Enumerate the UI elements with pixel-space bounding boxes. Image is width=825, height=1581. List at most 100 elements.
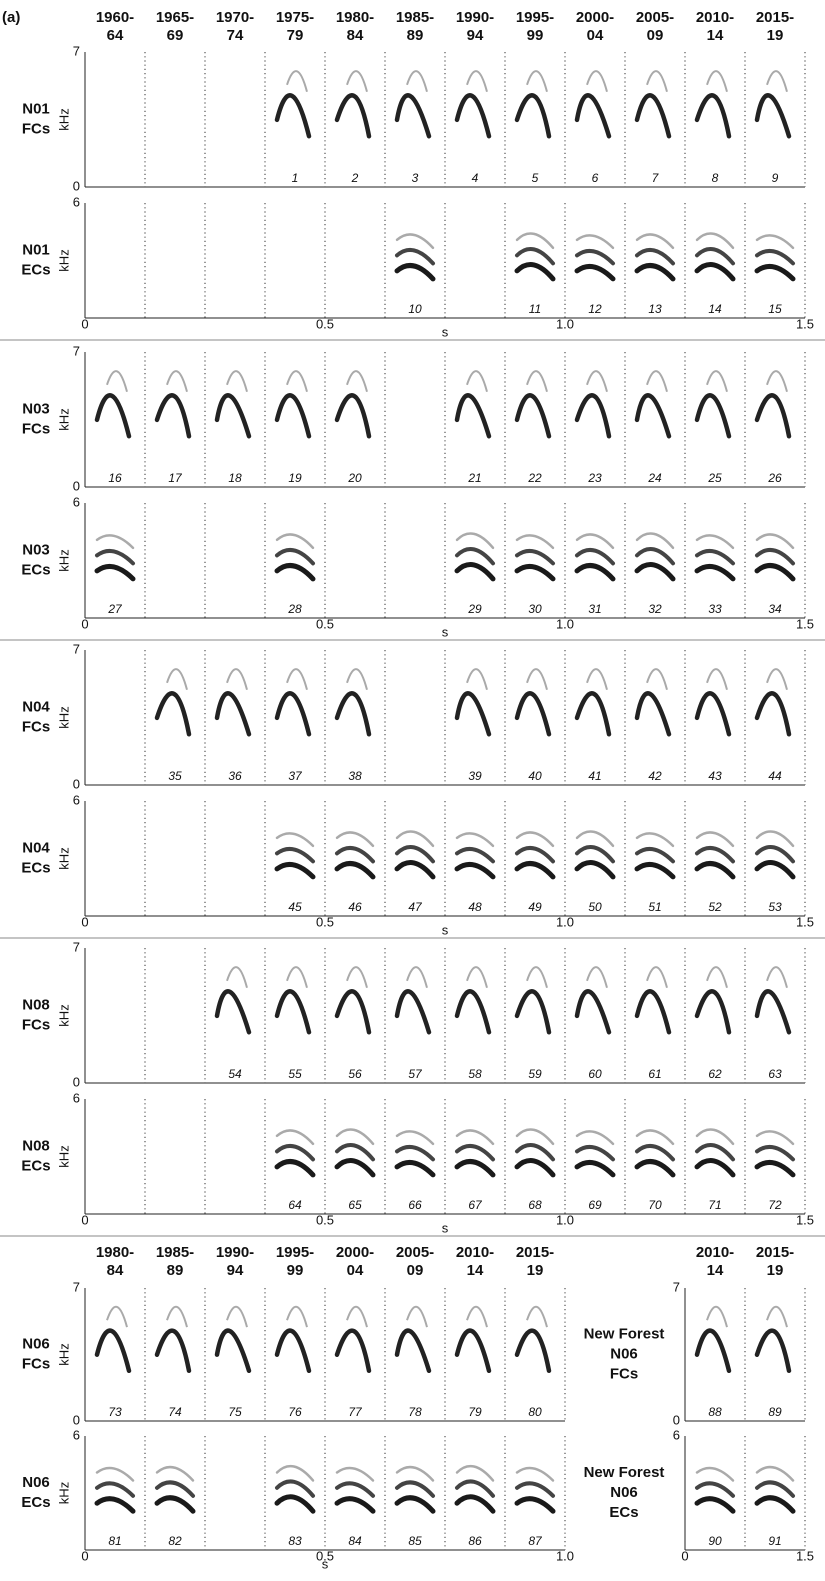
spectrogram	[697, 848, 733, 861]
period-header: 04	[347, 1262, 364, 1279]
call-number: 56	[348, 1067, 362, 1081]
row-label: N03	[22, 541, 50, 558]
spectrogram	[517, 1145, 553, 1159]
spectrogram	[277, 1481, 313, 1495]
spectrogram	[697, 395, 729, 436]
call-number: 82	[168, 1534, 182, 1548]
spectrogram	[577, 1131, 613, 1144]
row-label: ECs	[21, 859, 50, 876]
call-number: 25	[707, 471, 722, 485]
spectrogram	[397, 1467, 433, 1480]
spectrogram	[277, 1331, 309, 1371]
call-number: 7	[652, 171, 660, 185]
spectrogram	[337, 1129, 373, 1143]
call-number: 15	[768, 302, 782, 316]
spectrogram	[517, 1468, 553, 1481]
call-number: 51	[648, 900, 661, 914]
call-number: 84	[348, 1534, 362, 1548]
spectrogram	[457, 1481, 493, 1495]
spectrogram	[397, 234, 433, 247]
x-tick-label: 0.5	[316, 914, 334, 929]
spectrogram	[457, 833, 493, 846]
call-number: 12	[588, 302, 602, 316]
spectrogram	[647, 371, 667, 392]
call-number: 65	[348, 1198, 362, 1212]
spectrogram	[577, 550, 613, 563]
spectrogram	[637, 693, 669, 734]
spectrogram	[97, 395, 129, 436]
spectrogram	[517, 832, 553, 845]
spectrogram	[757, 693, 789, 734]
spectrogram	[467, 1307, 487, 1327]
y-axis-unit: kHz	[56, 1343, 71, 1365]
period-header: 2015-	[756, 1244, 794, 1261]
spectrogram	[757, 266, 793, 279]
spectrogram	[457, 1130, 493, 1143]
x-tick-label: 0.5	[316, 616, 334, 631]
figure: (a)1960-641965-691970-741975-791980-8419…	[0, 0, 825, 1581]
spectrogram	[97, 1468, 133, 1481]
spectrogram	[337, 1499, 373, 1512]
x-tick-label: 0.5	[316, 316, 334, 331]
spectrogram	[167, 1307, 187, 1327]
period-header: 69	[167, 27, 184, 44]
call-number: 40	[528, 769, 542, 783]
spectrogram	[397, 1147, 433, 1160]
row-label: ECs	[21, 561, 50, 578]
y-tick-label: 0	[73, 178, 80, 193]
spectrogram	[577, 266, 613, 279]
spectrogram	[757, 1331, 789, 1371]
spectrogram	[97, 1331, 129, 1371]
spectrogram	[457, 1497, 493, 1511]
spectrogram	[457, 95, 489, 136]
spectrogram	[637, 991, 669, 1032]
call-number: 53	[768, 900, 782, 914]
y-axis-unit: kHz	[56, 1145, 71, 1167]
spectrogram	[337, 1331, 369, 1371]
spectrogram	[337, 95, 369, 136]
period-header: 1980-	[96, 1244, 134, 1261]
spectrogram	[637, 95, 669, 136]
call-number: 66	[408, 1198, 422, 1212]
spectrogram	[697, 693, 729, 734]
y-axis-unit: kHz	[56, 408, 71, 430]
y-tick-label: 0	[73, 776, 80, 791]
period-header: 2010-	[696, 1244, 734, 1261]
spectrogram	[757, 395, 789, 436]
spectrogram	[277, 550, 313, 563]
period-header: 94	[227, 1262, 244, 1279]
spectrogram	[157, 693, 189, 734]
x-tick-label: 0	[81, 1212, 88, 1227]
spectrogram	[697, 265, 733, 279]
spectrogram	[577, 1162, 613, 1175]
period-header: 04	[587, 27, 604, 44]
call-number: 1	[292, 171, 299, 185]
call-number: 23	[587, 471, 602, 485]
spectrogram	[397, 1482, 433, 1495]
spectrogram	[757, 1147, 793, 1160]
spectrogram	[697, 249, 733, 263]
spectrogram	[517, 1483, 553, 1496]
period-header: 79	[287, 27, 304, 44]
call-number: 59	[528, 1067, 542, 1081]
call-number: 30	[528, 602, 542, 616]
spectrogram	[157, 1498, 193, 1511]
spectrogram	[637, 849, 673, 862]
call-number: 5	[532, 171, 539, 185]
period-header: 89	[407, 27, 424, 44]
spectrogram	[637, 395, 669, 436]
spectrogram	[167, 371, 187, 392]
spectrogram	[337, 1483, 373, 1496]
spectrogram	[397, 831, 433, 845]
spectrogram	[397, 847, 433, 861]
call-number: 18	[228, 471, 242, 485]
spectrogram	[647, 669, 667, 690]
spectrogram	[407, 71, 427, 92]
period-header: 2010-	[696, 9, 734, 26]
spectrogram	[697, 1483, 733, 1496]
spectrogram	[347, 967, 367, 988]
spectrogram	[577, 251, 613, 264]
spectrogram	[517, 566, 553, 579]
spectrogram	[397, 265, 433, 278]
row-label: N06	[610, 1484, 638, 1501]
